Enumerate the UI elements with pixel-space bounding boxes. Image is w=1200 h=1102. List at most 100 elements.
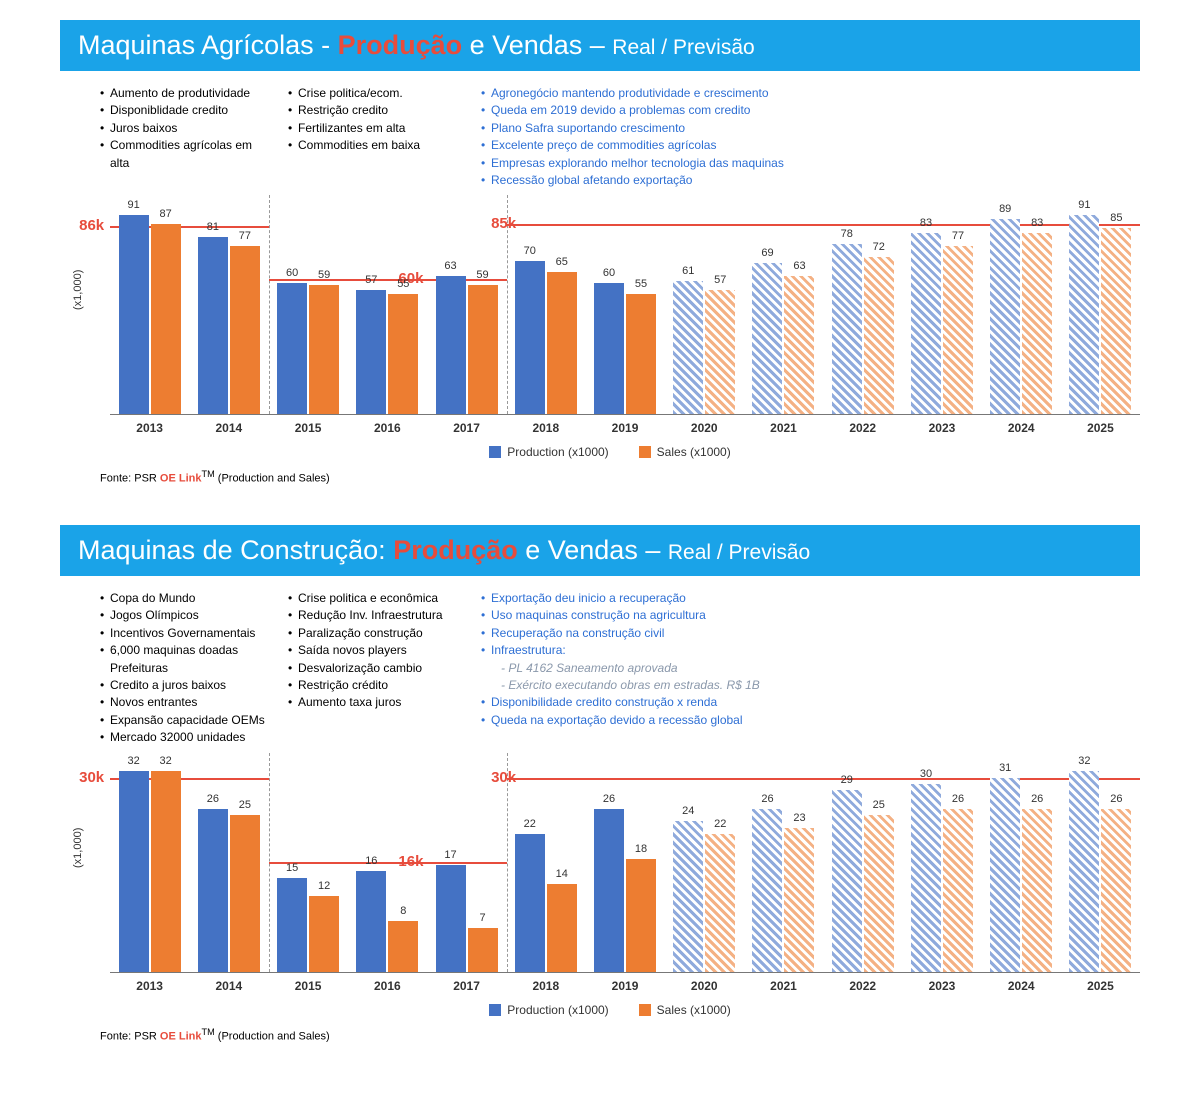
annot-item: Excelente preço de commodities agrícolas bbox=[481, 137, 1140, 154]
x-category: 2016 bbox=[348, 979, 427, 993]
x-category: 2015 bbox=[268, 421, 347, 435]
annot-item: Exportação deu inicio a recuperação bbox=[481, 590, 1140, 607]
x-category: 2017 bbox=[427, 421, 506, 435]
bar-sales: 25 bbox=[230, 815, 260, 971]
bar-value: 15 bbox=[286, 862, 298, 874]
source-line: Fonte: PSR OE LinkTM (Production and Sal… bbox=[100, 1027, 1140, 1043]
x-category: 2017 bbox=[427, 979, 506, 993]
legend-item: Sales (x1000) bbox=[639, 445, 731, 459]
bar-production: 16 bbox=[356, 871, 386, 971]
bar-group: 61 57 bbox=[665, 195, 744, 414]
annot-item: Recuperação na construção civil bbox=[481, 625, 1140, 642]
bar-value: 30 bbox=[920, 768, 932, 780]
bar-group: 8177 bbox=[189, 195, 268, 414]
bar-value: 32 bbox=[159, 755, 171, 767]
bar-production: 57 bbox=[356, 290, 386, 415]
bar-value: 91 bbox=[127, 199, 139, 211]
bar-group: 32 32 bbox=[110, 753, 189, 972]
bar-sales: 87 bbox=[151, 224, 181, 415]
bar-group: 26 23 bbox=[744, 753, 823, 972]
bar-value: 61 bbox=[682, 265, 694, 277]
x-category: 2021 bbox=[744, 421, 823, 435]
bar-production: 15 bbox=[277, 878, 307, 972]
bar-production: 26 bbox=[752, 809, 782, 972]
y-axis-label: (x1,000) bbox=[72, 827, 84, 867]
chart: (x1,000)30k16k30k32322625151216817722142… bbox=[80, 753, 1140, 1023]
bar-value: 26 bbox=[1110, 793, 1122, 805]
title-sub: Real / Previsão bbox=[612, 36, 754, 59]
bar-sales: 77 bbox=[230, 246, 260, 415]
bar-production: 69 bbox=[752, 263, 782, 414]
bar-sales: 14 bbox=[547, 884, 577, 972]
bar-value: 7 bbox=[479, 912, 485, 924]
bar-sales: 26 bbox=[943, 809, 973, 972]
bar-value: 60 bbox=[603, 267, 615, 279]
x-category: 2013 bbox=[110, 979, 189, 993]
bar-production: 32 bbox=[119, 771, 149, 971]
source-tm: TM bbox=[201, 1027, 214, 1037]
source-brand: OE Link bbox=[160, 1030, 202, 1042]
title-bar: Maquinas de Construção: Produção e Venda… bbox=[60, 525, 1140, 576]
bar-value: 57 bbox=[714, 274, 726, 286]
bar-value: 83 bbox=[1031, 217, 1043, 229]
x-category: 2024 bbox=[982, 979, 1061, 993]
chart: (x1,000)86k60k85k91878177605957556359706… bbox=[80, 195, 1140, 465]
bar-production: 61 bbox=[673, 281, 703, 415]
legend-swatch-sales bbox=[639, 1004, 651, 1016]
bar-value: 23 bbox=[793, 812, 805, 824]
bar-group: 6055 bbox=[585, 195, 664, 414]
bar-value: 26 bbox=[1031, 793, 1043, 805]
annot-item: Empresas explorando melhor tecnologia da… bbox=[481, 155, 1140, 172]
x-category: 2018 bbox=[506, 979, 585, 993]
bar-value: 83 bbox=[920, 217, 932, 229]
bar-value: 70 bbox=[524, 245, 536, 257]
legend-item: Production (x1000) bbox=[489, 445, 608, 459]
title-p1: Maquinas Agrícolas - bbox=[78, 30, 338, 60]
annot-item: Saída novos players bbox=[288, 642, 463, 659]
annot-item: Aumento taxa juros bbox=[288, 694, 463, 711]
annot-item: Restrição credito bbox=[288, 102, 463, 119]
bar-value: 89 bbox=[999, 203, 1011, 215]
annot-item: Restrição crédito bbox=[288, 677, 463, 694]
annot-item: Aumento de produtividade bbox=[100, 85, 270, 102]
bar-sales: 59 bbox=[309, 285, 339, 414]
bar-group: 70 65 bbox=[506, 195, 585, 414]
bar-production: 29 bbox=[832, 790, 862, 971]
bar-sales: 85 bbox=[1101, 228, 1131, 414]
bar-value: 17 bbox=[444, 849, 456, 861]
annot-item: Plano Safra suportando crescimento bbox=[481, 120, 1140, 137]
annot-item: Crise politica e econômica bbox=[288, 590, 463, 607]
x-category: 2023 bbox=[902, 421, 981, 435]
bar-value: 63 bbox=[444, 260, 456, 272]
bar-value: 69 bbox=[761, 247, 773, 259]
annot-item: Juros baixos bbox=[100, 120, 270, 137]
y-axis-label: (x1,000) bbox=[72, 270, 84, 310]
annot-item: Uso maquinas construção na agricultura bbox=[481, 607, 1140, 624]
source-tm: TM bbox=[201, 469, 214, 479]
bar-production: 30 bbox=[911, 784, 941, 972]
bar-group: 3026 bbox=[902, 753, 981, 972]
bar-value: 77 bbox=[952, 230, 964, 242]
title-em: Produção bbox=[393, 535, 518, 565]
bar-sales: 59 bbox=[468, 285, 498, 414]
bar-production: 17 bbox=[436, 865, 466, 971]
annot-item: Incentivos Governamentais bbox=[100, 625, 270, 642]
bar-group: 6963 bbox=[744, 195, 823, 414]
legend: Production (x1000)Sales (x1000) bbox=[80, 1003, 1140, 1017]
annot-item: Commodities agrícolas em alta bbox=[100, 137, 270, 172]
bar-production: 26 bbox=[594, 809, 624, 972]
bar-value: 65 bbox=[556, 256, 568, 268]
bar-production: 91 bbox=[119, 215, 149, 414]
x-category: 2023 bbox=[902, 979, 981, 993]
bar-sales: 72 bbox=[864, 257, 894, 415]
bar-group: 63 59 bbox=[427, 195, 506, 414]
bar-sales: 26 bbox=[1101, 809, 1131, 972]
bar-value: 77 bbox=[239, 230, 251, 242]
x-category: 2022 bbox=[823, 421, 902, 435]
bar-group: 168 bbox=[348, 753, 427, 972]
bar-value: 16 bbox=[365, 855, 377, 867]
x-category: 2016 bbox=[348, 421, 427, 435]
bar-value: 29 bbox=[841, 774, 853, 786]
bar-value: 26 bbox=[207, 793, 219, 805]
annotation-row: Aumento de produtividadeDisponiblidade c… bbox=[100, 85, 1140, 189]
